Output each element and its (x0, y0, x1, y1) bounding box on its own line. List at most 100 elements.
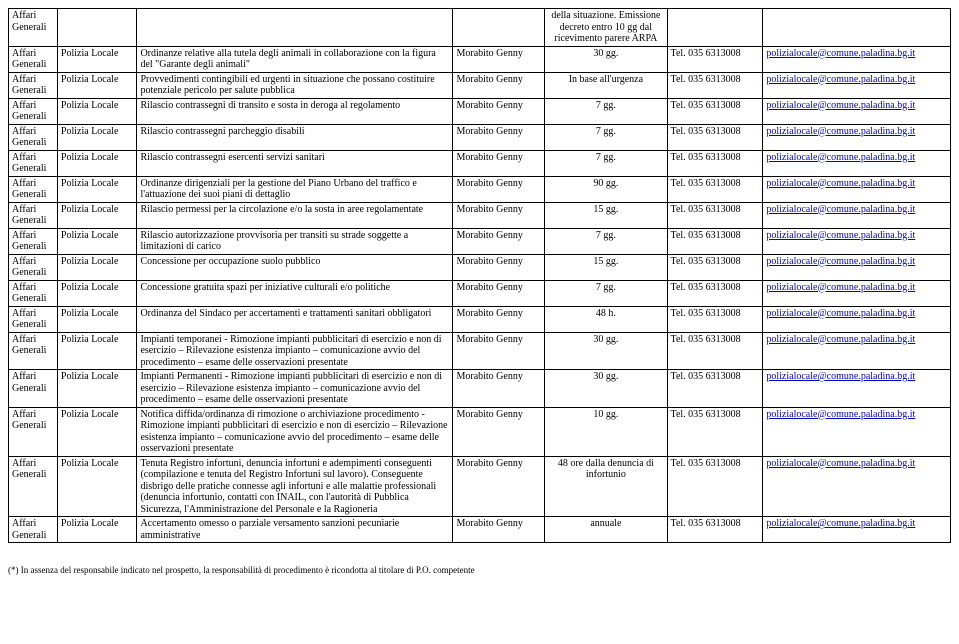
cell-description: Tenuta Registro infortuni, denuncia info… (137, 456, 453, 517)
cell-person: Morabito Genny (453, 228, 545, 254)
cell-person: Morabito Genny (453, 124, 545, 150)
cell-person: Morabito Genny (453, 332, 545, 370)
table-row: Affari GeneraliPolizia LocaleImpianti Pe… (9, 370, 951, 408)
cell-tel: Tel. 035 6313008 (667, 517, 763, 543)
cell-description: Ordinanza del Sindaco per accertamenti e… (137, 306, 453, 332)
cell-tel: Tel. 035 6313008 (667, 306, 763, 332)
cell-tel: Tel. 035 6313008 (667, 46, 763, 72)
cell-tel: Tel. 035 6313008 (667, 98, 763, 124)
email-link[interactable]: polizialocale@comune.paladina.bg.it (766, 282, 915, 293)
cell-time: 7 gg. (545, 124, 667, 150)
cell-email: polizialocale@comune.paladina.bg.it (763, 407, 951, 456)
email-link[interactable]: polizialocale@comune.paladina.bg.it (766, 100, 915, 111)
cell-description: Rilascio contrassegni di transito e sost… (137, 98, 453, 124)
cell-time: 48 h. (545, 306, 667, 332)
cell-person: Morabito Genny (453, 72, 545, 98)
cell-dept: Affari Generali (9, 46, 58, 72)
cell-time: 30 gg. (545, 46, 667, 72)
table-row: Affari GeneraliPolizia LocaleImpianti te… (9, 332, 951, 370)
cell-email: polizialocale@comune.paladina.bg.it (763, 98, 951, 124)
cell-dept: Affari Generali (9, 98, 58, 124)
table-row: Affari GeneraliPolizia LocaleConcessione… (9, 280, 951, 306)
cell-dept: Affari Generali (9, 456, 58, 517)
email-link[interactable]: polizialocale@comune.paladina.bg.it (766, 409, 915, 420)
cell-description: Provvedimenti contingibili ed urgenti in… (137, 72, 453, 98)
cell-office: Polizia Locale (57, 202, 137, 228)
cell-email: polizialocale@comune.paladina.bg.it (763, 254, 951, 280)
cell-office: Polizia Locale (57, 46, 137, 72)
cell-person: Morabito Genny (453, 150, 545, 176)
cell-tel: Tel. 035 6313008 (667, 332, 763, 370)
cell-office: Polizia Locale (57, 517, 137, 543)
header-person-empty (453, 9, 545, 47)
cell-office: Polizia Locale (57, 280, 137, 306)
cell-office: Polizia Locale (57, 306, 137, 332)
table-row: Affari GeneraliPolizia LocaleNotifica di… (9, 407, 951, 456)
email-link[interactable]: polizialocale@comune.paladina.bg.it (766, 204, 915, 215)
cell-tel: Tel. 035 6313008 (667, 456, 763, 517)
cell-dept: Affari Generali (9, 150, 58, 176)
cell-tel: Tel. 035 6313008 (667, 72, 763, 98)
cell-dept: Affari Generali (9, 176, 58, 202)
cell-time: 30 gg. (545, 332, 667, 370)
email-link[interactable]: polizialocale@comune.paladina.bg.it (766, 48, 915, 59)
email-link[interactable]: polizialocale@comune.paladina.bg.it (766, 334, 915, 345)
table-row: Affari GeneraliPolizia LocaleOrdinanze d… (9, 176, 951, 202)
cell-email: polizialocale@comune.paladina.bg.it (763, 306, 951, 332)
cell-time: annuale (545, 517, 667, 543)
cell-dept: Affari Generali (9, 306, 58, 332)
email-link[interactable]: polizialocale@comune.paladina.bg.it (766, 256, 915, 267)
cell-dept: Affari Generali (9, 280, 58, 306)
cell-dept: Affari Generali (9, 124, 58, 150)
email-link[interactable]: polizialocale@comune.paladina.bg.it (766, 518, 915, 529)
cell-time: 7 gg. (545, 280, 667, 306)
cell-office: Polizia Locale (57, 150, 137, 176)
cell-office: Polizia Locale (57, 228, 137, 254)
table-row: Affari GeneraliPolizia LocaleRilascio co… (9, 98, 951, 124)
cell-office: Polizia Locale (57, 98, 137, 124)
table-row: Affari GeneraliPolizia LocaleProvvedimen… (9, 72, 951, 98)
cell-dept: Affari Generali (9, 202, 58, 228)
cell-person: Morabito Genny (453, 176, 545, 202)
table-row: Affari GeneraliPolizia LocaleRilascio co… (9, 124, 951, 150)
cell-person: Morabito Genny (453, 46, 545, 72)
cell-description: Ordinanze relative alla tutela degli ani… (137, 46, 453, 72)
cell-time: 30 gg. (545, 370, 667, 408)
cell-tel: Tel. 035 6313008 (667, 280, 763, 306)
cell-email: polizialocale@comune.paladina.bg.it (763, 124, 951, 150)
cell-description: Impianti Permanenti - Rimozione impianti… (137, 370, 453, 408)
cell-tel: Tel. 035 6313008 (667, 407, 763, 456)
cell-description: Rilascio autorizzazione provvisoria per … (137, 228, 453, 254)
email-link[interactable]: polizialocale@comune.paladina.bg.it (766, 308, 915, 319)
header-office-empty (57, 9, 137, 47)
email-link[interactable]: polizialocale@comune.paladina.bg.it (766, 178, 915, 189)
cell-office: Polizia Locale (57, 370, 137, 408)
email-link[interactable]: polizialocale@comune.paladina.bg.it (766, 458, 915, 469)
email-link[interactable]: polizialocale@comune.paladina.bg.it (766, 371, 915, 382)
cell-tel: Tel. 035 6313008 (667, 150, 763, 176)
cell-office: Polizia Locale (57, 254, 137, 280)
cell-description: Rilascio contrassegni parcheggio disabil… (137, 124, 453, 150)
email-link[interactable]: polizialocale@comune.paladina.bg.it (766, 230, 915, 241)
cell-person: Morabito Genny (453, 202, 545, 228)
cell-dept: Affari Generali (9, 407, 58, 456)
cell-dept: Affari Generali (9, 72, 58, 98)
cell-email: polizialocale@comune.paladina.bg.it (763, 370, 951, 408)
cell-email: polizialocale@comune.paladina.bg.it (763, 280, 951, 306)
cell-description: Rilascio contrassegni esercenti servizi … (137, 150, 453, 176)
cell-email: polizialocale@comune.paladina.bg.it (763, 228, 951, 254)
cell-email: polizialocale@comune.paladina.bg.it (763, 332, 951, 370)
cell-email: polizialocale@comune.paladina.bg.it (763, 517, 951, 543)
cell-person: Morabito Genny (453, 254, 545, 280)
table-row: Affari GeneraliPolizia LocaleConcessione… (9, 254, 951, 280)
table-row: Affari GeneraliPolizia LocaleTenuta Regi… (9, 456, 951, 517)
cell-description: Concessione gratuita spazi per iniziativ… (137, 280, 453, 306)
email-link[interactable]: polizialocale@comune.paladina.bg.it (766, 126, 915, 137)
cell-office: Polizia Locale (57, 407, 137, 456)
cell-person: Morabito Genny (453, 306, 545, 332)
email-link[interactable]: polizialocale@comune.paladina.bg.it (766, 74, 915, 85)
email-link[interactable]: polizialocale@comune.paladina.bg.it (766, 152, 915, 163)
cell-description: Rilascio permessi per la circolazione e/… (137, 202, 453, 228)
cell-time: 90 gg. (545, 176, 667, 202)
cell-description: Concessione per occupazione suolo pubbli… (137, 254, 453, 280)
